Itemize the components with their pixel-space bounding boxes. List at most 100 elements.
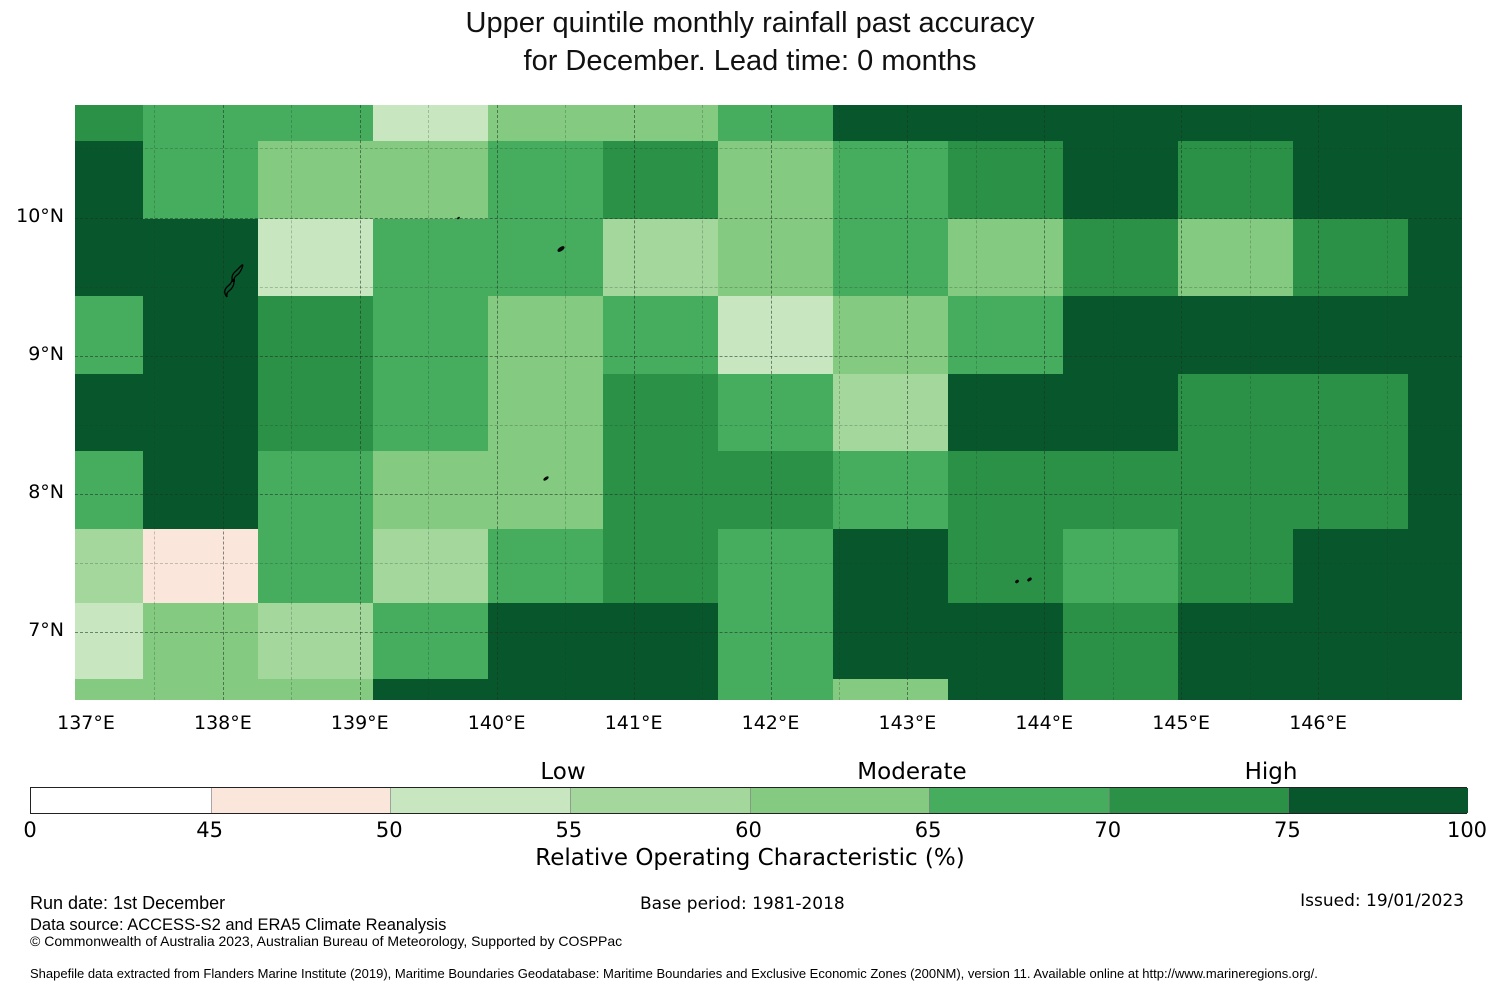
grid-cell [718, 141, 835, 220]
grid-cell [948, 141, 1065, 220]
grid-cell [488, 373, 605, 452]
colorbar-tick-label: 45 [196, 818, 223, 842]
shapefile-attribution-text: Shapefile data extracted from Flanders M… [30, 966, 1318, 981]
grid-cell [833, 679, 950, 700]
grid-cell [718, 296, 835, 375]
grid-cell [833, 528, 950, 605]
chart-title-line2: for December. Lead time: 0 months [523, 45, 977, 77]
grid-cell [258, 296, 375, 375]
grid-cell [143, 218, 260, 298]
copyright-text: © Commonwealth of Australia 2023, Austra… [30, 933, 623, 949]
grid-cell [833, 603, 950, 681]
grid-cell [373, 105, 490, 143]
grid-cell [75, 141, 145, 220]
colorbar-tick-label: 55 [555, 818, 583, 842]
grid-cell [603, 141, 720, 220]
grid-cell [258, 451, 375, 530]
grid-cell [373, 373, 490, 452]
grid-cell [718, 373, 835, 452]
chart-title-line1: Upper quintile monthly rainfall past acc… [465, 7, 1035, 39]
grid-cell [1063, 141, 1180, 220]
x-tick-label: 138°E [194, 712, 252, 734]
grid-cell [1178, 105, 1295, 143]
colorbar-segment [929, 788, 1109, 813]
colorbar-tick-label: 0 [23, 818, 37, 842]
grid-cell [603, 296, 720, 375]
x-tick-label: 146°E [1289, 712, 1347, 734]
grid-cell [833, 373, 950, 452]
grid-cell [488, 679, 605, 700]
grid-cell [1408, 451, 1462, 530]
grid-cell [1408, 218, 1462, 298]
grid-cell [75, 603, 145, 681]
grid-cell [373, 528, 490, 605]
grid-cell [488, 105, 605, 143]
grid-cell [488, 218, 605, 298]
grid-cell [1063, 218, 1180, 298]
grid-cell [948, 373, 1065, 452]
grid-cell [143, 528, 260, 605]
grid-cell [948, 528, 1065, 605]
grid-cell [833, 451, 950, 530]
grid-cell [1408, 296, 1462, 375]
island-outline [220, 260, 247, 304]
graticule-parallel [75, 148, 1462, 150]
grid-cell [1178, 373, 1295, 452]
grid-cell [75, 451, 145, 530]
grid-cell [1178, 528, 1295, 605]
grid-cell [488, 603, 605, 681]
y-tick-label: 10°N [16, 204, 64, 227]
grid-cell [718, 679, 835, 700]
graticule-meridian [222, 105, 224, 700]
x-tick-label: 145°E [1152, 712, 1211, 734]
y-tick-label: 7°N [28, 619, 64, 642]
grid-cell [833, 218, 950, 298]
grid-cell [373, 218, 490, 298]
base-period-text: Base period: 1981-2018 [640, 894, 845, 914]
graticule-meridian [1318, 105, 1320, 700]
grid-cell [75, 218, 145, 298]
colorbar-tick-label: 70 [1094, 818, 1122, 842]
grid-cell [143, 105, 260, 143]
graticule-meridian [633, 105, 635, 700]
grid-cell [948, 218, 1065, 298]
grid-cell [488, 141, 605, 220]
grid-cell [603, 451, 720, 530]
grid-cell [1178, 603, 1295, 681]
x-tick-label: 141°E [604, 712, 663, 734]
grid-cell [833, 296, 950, 375]
graticule-meridian [770, 105, 772, 700]
graticule-meridian [1181, 105, 1183, 700]
colorbar-category-label: Low [540, 759, 586, 785]
colorbar-segment [569, 788, 750, 813]
grid-cell [1293, 105, 1410, 143]
grid-cell [373, 451, 490, 530]
grid-cell [603, 218, 720, 298]
grid-cell [488, 296, 605, 375]
colorbar-tick-label: 60 [735, 818, 762, 842]
grid-cell [603, 528, 720, 605]
colorbar-segment [390, 788, 570, 813]
grid-cell [143, 373, 260, 452]
grid-cell [603, 105, 720, 143]
grid-cell [1408, 141, 1462, 220]
graticule-parallel [75, 286, 1462, 288]
issued-date-text: Issued: 19/01/2023 [1300, 891, 1464, 911]
grid-cell [1293, 296, 1410, 375]
graticule-meridian [428, 105, 430, 700]
grid-cell [948, 603, 1065, 681]
colorbar-tick-label: 65 [914, 818, 942, 842]
grid-cell [373, 141, 490, 220]
grid-cell [1408, 679, 1462, 700]
grid-cell [1293, 373, 1410, 452]
grid-cell [75, 679, 145, 700]
grid-cell [948, 105, 1065, 143]
grid-cell [258, 373, 375, 452]
grid-cell [75, 105, 145, 143]
grid-cell [603, 603, 720, 681]
grid-cell [75, 296, 145, 375]
grid-cell [718, 528, 835, 605]
grid-cell [258, 603, 375, 681]
grid-cell [1293, 528, 1410, 605]
